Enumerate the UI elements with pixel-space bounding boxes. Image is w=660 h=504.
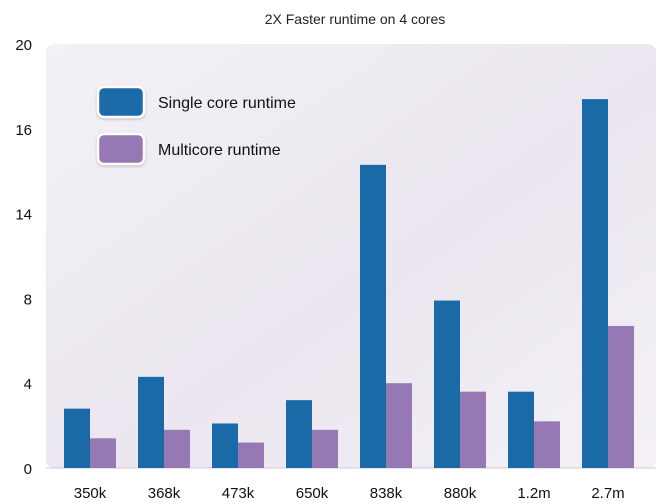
bar-multi-2-7m — [608, 325, 634, 468]
bar-multi-368k — [164, 429, 190, 468]
y-tick-label: 4 — [24, 376, 32, 393]
y-tick-label: 14 — [15, 207, 32, 224]
y-axis-tick-labels: 0 4 8 14 16 20 — [15, 37, 32, 478]
bar-single-1-2m — [508, 391, 534, 468]
x-tick-label: 473k — [222, 485, 255, 502]
y-tick-label: 20 — [15, 37, 32, 54]
legend-label-multi: Multicore runtime — [158, 142, 281, 159]
bar-single-838k — [360, 164, 386, 468]
x-tick-label: 838k — [370, 485, 403, 502]
plot-area — [46, 44, 656, 468]
bar-multi-880k — [460, 391, 486, 468]
legend-swatch-single — [96, 85, 146, 119]
bar-single-2-7m — [582, 99, 608, 469]
legend: Single core runtime Multicore runtime — [96, 85, 296, 166]
x-tick-label: 1.2m — [517, 485, 550, 502]
x-tick-label: 880k — [444, 485, 477, 502]
legend-item-multi: Multicore runtime — [96, 132, 281, 166]
x-tick-label: 650k — [296, 485, 329, 502]
bar-single-650k — [286, 400, 312, 468]
y-tick-label: 16 — [15, 122, 32, 139]
y-tick-label: 0 — [24, 461, 32, 478]
bar-single-473k — [212, 423, 238, 468]
legend-item-single: Single core runtime — [96, 85, 296, 119]
bar-single-350k — [64, 408, 90, 468]
bar-multi-838k — [386, 383, 412, 468]
x-axis-tick-labels: 350k 368k 473k 650k 838k 880k 1.2m 2.7m — [74, 485, 625, 502]
bar-single-368k — [138, 376, 164, 468]
x-tick-label: 350k — [74, 485, 107, 502]
legend-label-single: Single core runtime — [158, 95, 296, 112]
bar-single-880k — [434, 300, 460, 468]
bar-multi-473k — [238, 442, 264, 468]
bar-multi-350k — [90, 438, 116, 468]
y-tick-label: 8 — [24, 291, 32, 308]
x-tick-label: 2.7m — [591, 485, 624, 502]
bars-group — [64, 99, 634, 469]
legend-swatch-multi — [96, 132, 146, 166]
bar-multi-1-2m — [534, 421, 560, 468]
x-tick-label: 368k — [148, 485, 181, 502]
bar-multi-650k — [312, 429, 338, 468]
chart-title: 2X Faster runtime on 4 cores — [265, 11, 446, 27]
